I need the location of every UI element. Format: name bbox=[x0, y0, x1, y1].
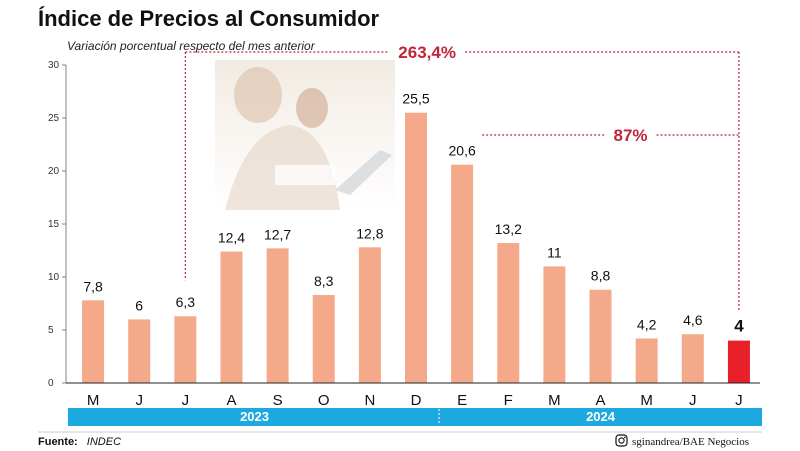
bar-value-label: 7,8 bbox=[83, 278, 103, 294]
y-axis: 0 5 10 15 20 25 30 bbox=[48, 60, 67, 389]
credit: sginandrea/BAE Negocios bbox=[632, 436, 749, 448]
bar bbox=[128, 319, 151, 383]
bar-value-label: 20,6 bbox=[449, 143, 476, 159]
x-tick-label: F bbox=[504, 392, 513, 409]
bar bbox=[405, 112, 427, 383]
y-tick-label: 15 bbox=[48, 219, 60, 230]
annotation-label: 263,4% bbox=[398, 43, 456, 62]
x-tick-label: J bbox=[735, 392, 743, 409]
bar bbox=[681, 334, 704, 383]
x-tick-label: M bbox=[640, 392, 653, 409]
bar bbox=[174, 316, 197, 383]
bar bbox=[266, 248, 289, 383]
bar bbox=[312, 295, 335, 383]
value-labels: 7,8 6 6,3 12,4 12,7 8,3 12,8 25,5 20,6 13,2 11 8,8 4… bbox=[83, 91, 744, 336]
year-band-bar bbox=[68, 408, 762, 426]
bar-value-label: 8,8 bbox=[591, 268, 611, 284]
source: Fuente: INDEC bbox=[38, 436, 121, 448]
bars bbox=[82, 112, 750, 383]
instagram-icon bbox=[615, 434, 628, 447]
bar bbox=[220, 251, 243, 383]
year-label: 2024 bbox=[586, 409, 616, 424]
x-tick-label: E bbox=[457, 392, 467, 409]
y-tick-label: 5 bbox=[48, 325, 54, 336]
bar-value-label: 12,4 bbox=[218, 230, 245, 246]
source-label: Fuente: bbox=[38, 436, 78, 448]
source-value: INDEC bbox=[87, 436, 121, 448]
bar-value-label: 25,5 bbox=[402, 91, 429, 107]
y-tick-label: 20 bbox=[48, 166, 60, 177]
x-tick-label: M bbox=[548, 392, 561, 409]
bar bbox=[497, 243, 520, 383]
bar-value-label: 12,8 bbox=[356, 225, 383, 241]
background-photo bbox=[215, 60, 395, 210]
bar-value-label: 6,3 bbox=[176, 294, 196, 310]
bar-value-label: 4,6 bbox=[683, 312, 703, 328]
chart-title: Índice de Precios al Consumidor bbox=[38, 6, 380, 31]
y-tick-label: 10 bbox=[48, 272, 60, 283]
x-tick-label: J bbox=[135, 392, 143, 409]
bar bbox=[727, 340, 750, 383]
x-tick-label: A bbox=[596, 392, 606, 409]
annotations: 263,4% 87% bbox=[184, 43, 740, 311]
bar bbox=[358, 247, 381, 383]
bar bbox=[589, 289, 612, 383]
bar bbox=[635, 338, 658, 383]
year-band: 2023 2024 bbox=[68, 408, 762, 426]
x-tick-label: S bbox=[273, 392, 283, 409]
x-tick-label: O bbox=[318, 392, 330, 409]
y-tick-label: 30 bbox=[48, 60, 60, 71]
year-label: 2023 bbox=[240, 409, 269, 424]
x-tick-label: J bbox=[182, 392, 190, 409]
bar-value-label: 4 bbox=[734, 317, 744, 336]
bar bbox=[451, 164, 474, 383]
bar-value-label: 12,7 bbox=[264, 226, 291, 242]
bar-value-label: 6 bbox=[135, 297, 143, 313]
y-tick-label: 0 bbox=[48, 378, 54, 389]
x-tick-label: A bbox=[226, 392, 236, 409]
annotation-label: 87% bbox=[614, 126, 648, 145]
bar-value-label: 11 bbox=[547, 244, 562, 260]
x-tick-label: M bbox=[87, 392, 100, 409]
x-tick-label: N bbox=[364, 392, 375, 409]
bar-value-label: 4,2 bbox=[637, 316, 657, 332]
x-tick-label: D bbox=[411, 392, 422, 409]
chart-subtitle: Variación porcentual respecto del mes an… bbox=[67, 39, 316, 53]
x-tick-label: J bbox=[689, 392, 697, 409]
bar-value-label: 13,2 bbox=[495, 221, 522, 237]
y-tick-label: 25 bbox=[48, 113, 60, 124]
bar-value-label: 8,3 bbox=[314, 273, 334, 289]
bar bbox=[82, 300, 105, 383]
bar bbox=[543, 266, 566, 383]
